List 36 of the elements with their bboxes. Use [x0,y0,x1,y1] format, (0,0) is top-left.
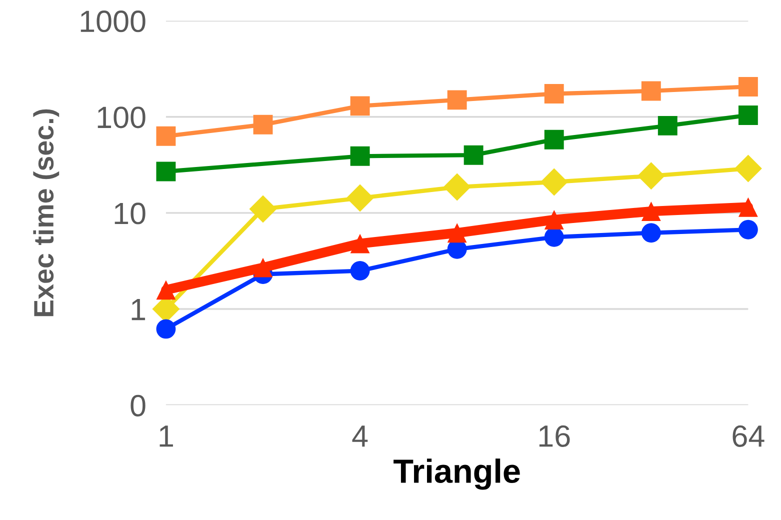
point [641,223,661,243]
point [253,258,273,278]
point [156,319,176,339]
y-tick-label: 1000 [80,10,146,32]
point [734,154,762,182]
point [156,162,176,182]
point [447,90,467,110]
x-axis-title: Triangle [394,458,520,490]
point [544,84,564,104]
point [346,184,374,212]
point [249,195,277,223]
x-tick-label: 1 [160,426,173,447]
point [544,210,564,230]
point [156,126,176,146]
point [443,173,471,201]
y-tick-label: 0 [130,394,146,416]
y-axis-title: Exec time (sec.) [33,109,60,316]
x-tick-label: 16 [539,425,570,447]
x-tick-label: 64 [732,425,764,447]
point [738,220,758,240]
point [350,96,370,116]
y-tick-label: 100 [98,106,146,128]
point [350,234,370,254]
point [540,168,568,196]
y-tick-label: 1 [132,299,146,320]
point [350,261,370,281]
point [637,162,665,190]
y-tick-label: 10 [114,202,146,224]
point [253,114,273,134]
point [641,81,661,101]
point [156,280,176,300]
point [447,223,467,243]
x-tick-label: 4 [352,426,368,447]
point [738,76,758,96]
point [641,202,661,222]
point [738,197,758,217]
